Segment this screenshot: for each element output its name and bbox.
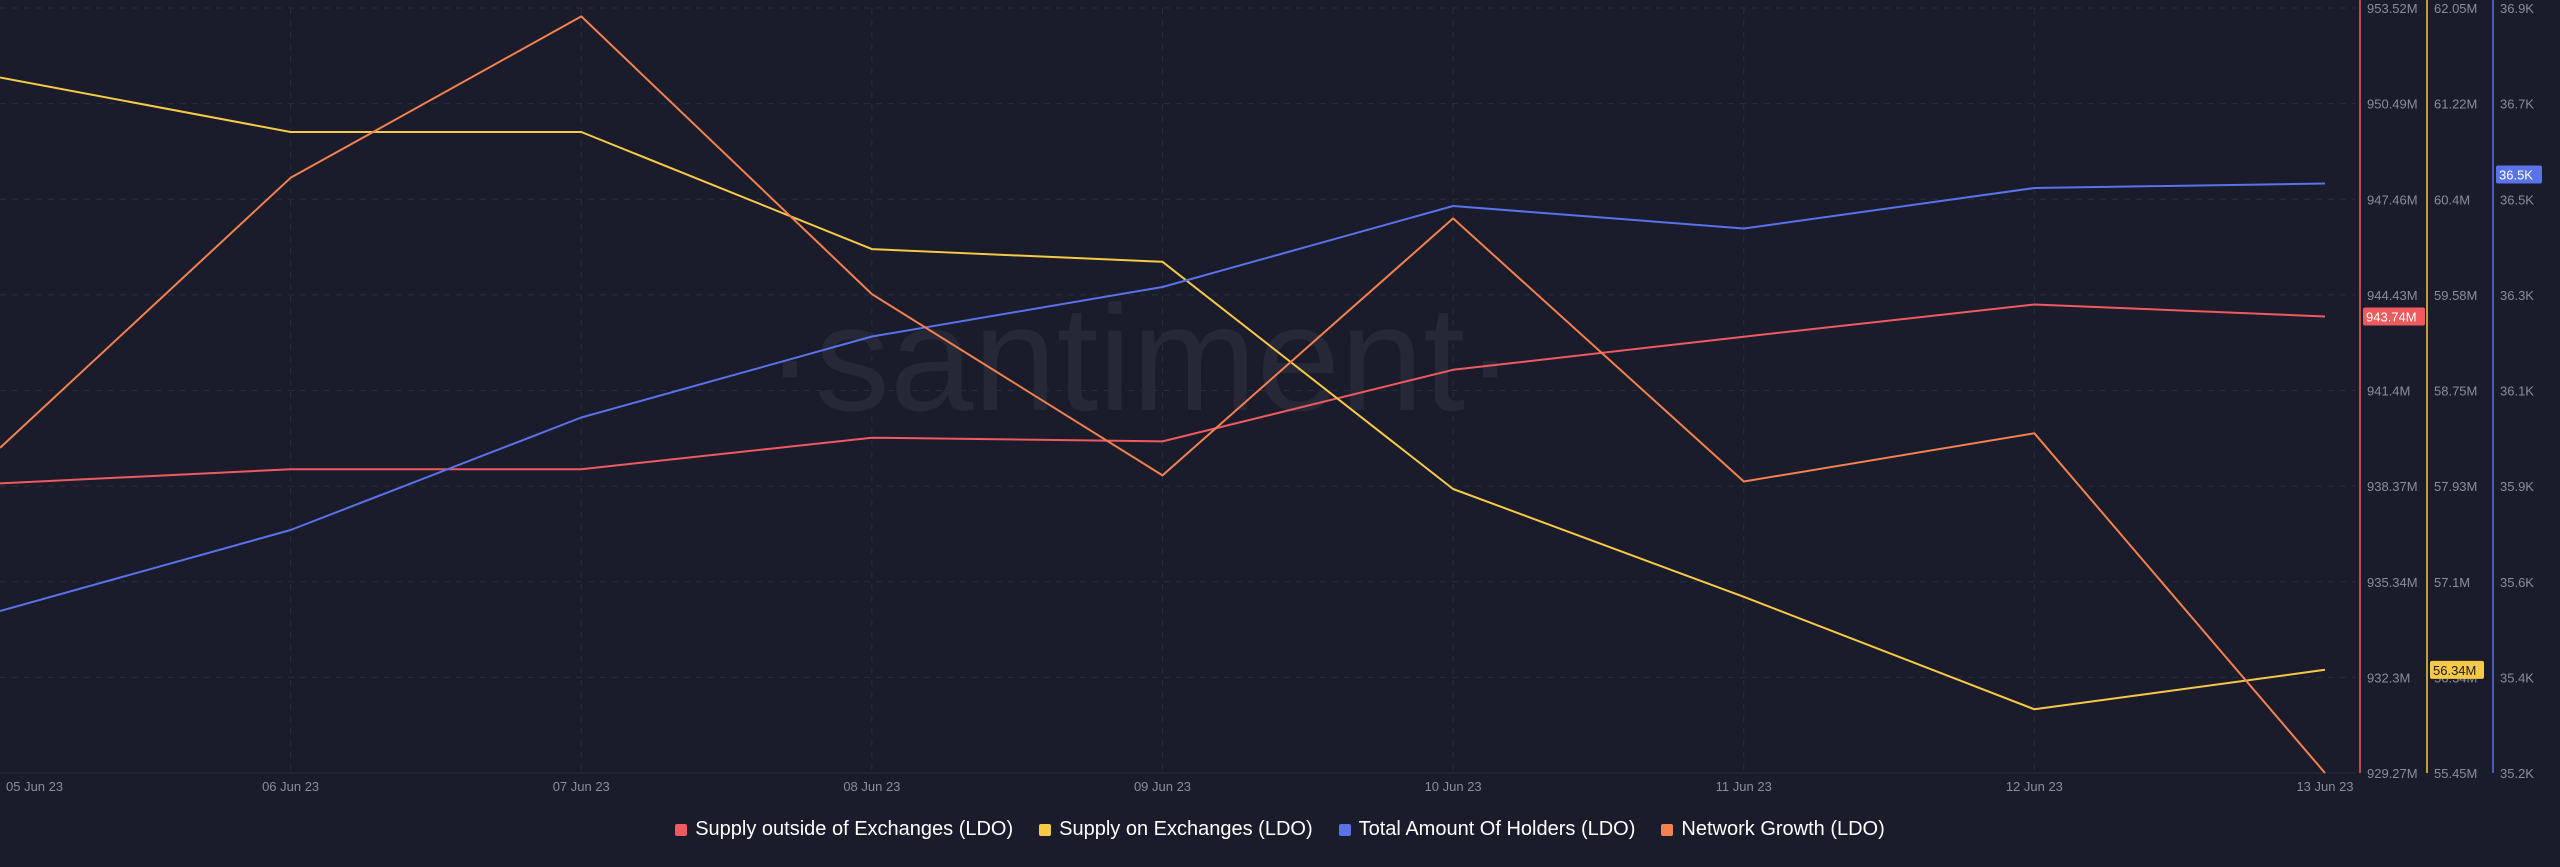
y-tick-label: 35.4K [2500,670,2534,685]
y-tick-label: 59.58M [2434,288,2477,303]
value-badge-text: 56.34M [2433,663,2476,678]
y-tick-label: 57.1M [2434,575,2470,590]
x-tick-label: 06 Jun 23 [262,779,319,794]
y-tick-label: 938.37M [2367,479,2418,494]
y-tick-label: 36.7K [2500,97,2534,112]
legend-swatch-holders [1338,823,1351,836]
series-line-2[interactable] [0,182,2326,612]
y-tick-label: 36.9K [2500,1,2534,16]
legend-label-holders: Total Amount Of Holders (LDO) [1358,818,1636,840]
x-tick-label: 07 Jun 23 [553,779,610,794]
series-line-1[interactable] [0,76,2326,711]
y-tick-label: 35.2K [2500,766,2534,781]
x-tick-label: 10 Jun 23 [1425,779,1482,794]
y-tick-label: 36.3K [2500,288,2534,303]
y-tick-label: 60.4M [2434,192,2470,207]
legend-swatch-network-growth [1661,823,1674,836]
y-tick-label: 932.3M [2367,670,2410,685]
value-badge-supply_outside_axis [2363,307,2425,326]
value-badge-text: 36.5K [2499,168,2533,183]
legend-label-supply-outside: Supply outside of Exchanges (LDO) [695,818,1014,840]
y-tick-label: 58.75M [2434,384,2477,399]
x-tick-label: 09 Jun 23 [1134,779,1191,794]
y-tick-label: 36.5K [2500,192,2534,207]
line-chart[interactable]: ·santiment· 05 Jun 23 06 Jun 23 07 Jun 23 08… [0,0,2560,800]
value-badge-text: 943.74M [2366,310,2417,325]
y-tick-label: 947.46M [2367,192,2418,207]
y-tick-label: 57.93M [2434,479,2477,494]
series-line-3[interactable] [0,15,2326,774]
y-tick-label: 941.4M [2367,384,2410,399]
y-tick-label: 35.6K [2500,575,2534,590]
legend-label-network-growth: Network Growth (LDO) [1681,818,1885,840]
watermark: ·santiment· [765,274,1515,442]
value-badge-supply_on_axis [2430,660,2484,679]
x-tick-label: 05 Jun 23 [6,779,63,794]
y-tick-label: 953.52M [2367,1,2418,16]
legend-item-holders[interactable]: Total Amount Of Holders (LDO) [1338,818,1636,841]
legend-swatch-supply-outside [675,823,688,836]
x-tick-label: 12 Jun 23 [2006,779,2063,794]
series-line-0[interactable] [0,303,2326,485]
y-tick-label: 62.05M [2434,1,2477,16]
y-tick-label: 35.9K [2500,479,2534,494]
y-tick-label: 61.22M [2434,97,2477,112]
y-tick-label: 950.49M [2367,97,2418,112]
y-tick-label: 55.45M [2434,766,2477,781]
y-tick-label: 944.43M [2367,288,2418,303]
y-tick-label: 929.27M [2367,766,2418,781]
y-tick-label: 36.1K [2500,384,2534,399]
legend-item-supply-on[interactable]: Supply on Exchanges (LDO) [1039,818,1313,841]
legend-item-network-growth[interactable]: Network Growth (LDO) [1661,818,1885,841]
y-tick-label: 935.34M [2367,575,2418,590]
legend-swatch-supply-on [1039,823,1052,836]
x-tick-label: 13 Jun 23 [2296,779,2353,794]
x-tick-label: 08 Jun 23 [843,779,900,794]
legend: Supply outside of Exchanges (LDO) Supply… [0,818,2560,841]
legend-item-supply-outside[interactable]: Supply outside of Exchanges (LDO) [675,818,1013,841]
value-badge-holders_axis [2496,165,2542,184]
legend-label-supply-on: Supply on Exchanges (LDO) [1059,818,1313,840]
x-tick-label: 11 Jun 23 [1716,779,1772,794]
